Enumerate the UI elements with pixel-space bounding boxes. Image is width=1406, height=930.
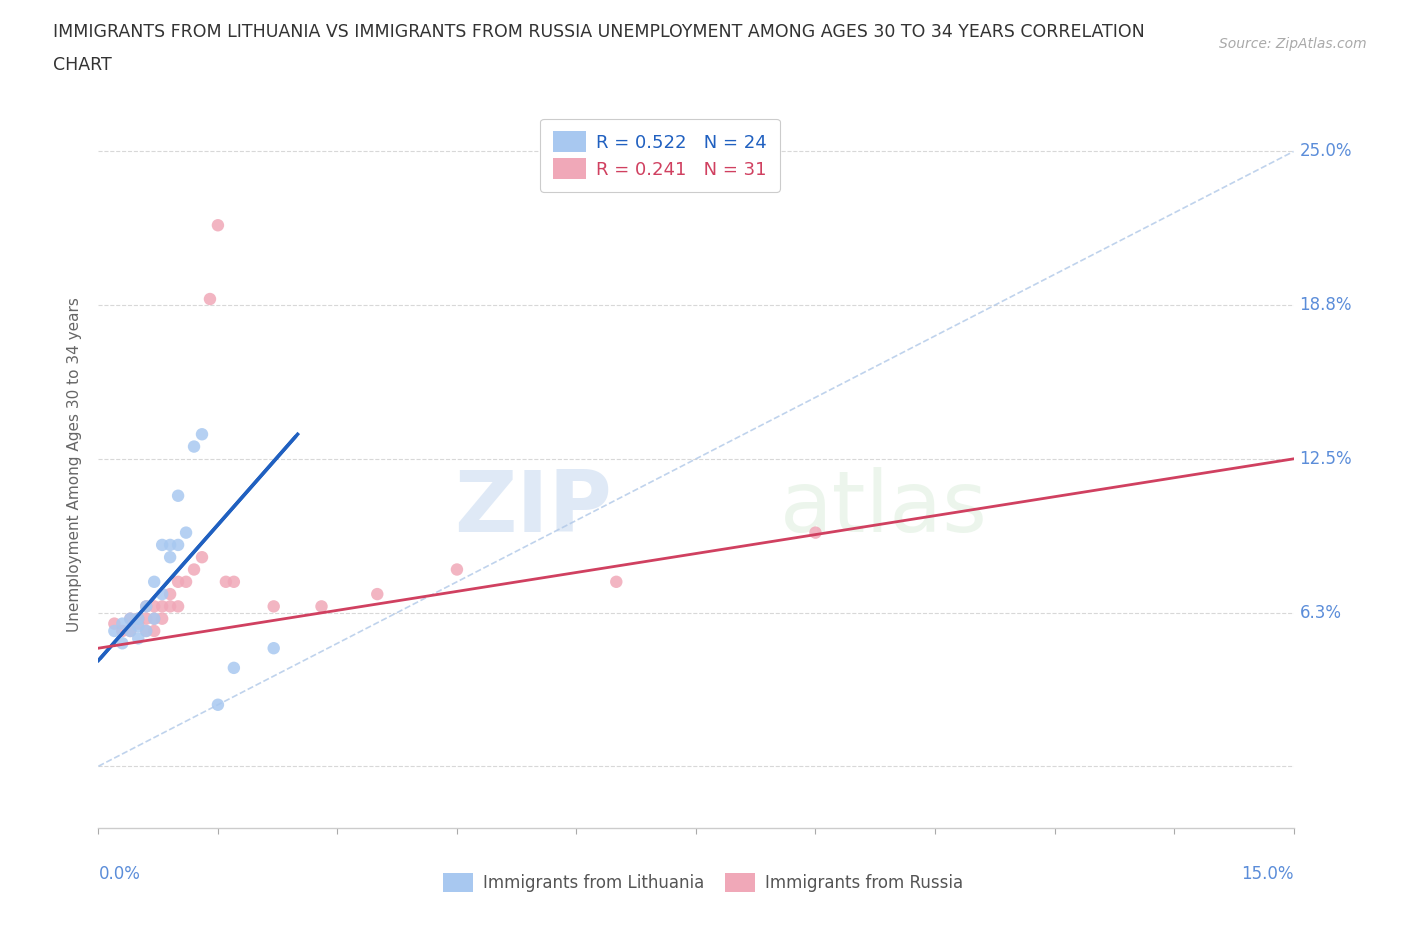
Point xyxy=(215,575,238,590)
Point xyxy=(111,636,134,651)
Text: 6.3%: 6.3% xyxy=(1299,604,1341,621)
Point xyxy=(103,623,125,638)
Point xyxy=(159,538,181,552)
Point xyxy=(127,611,149,626)
Text: 18.8%: 18.8% xyxy=(1299,296,1353,314)
Point xyxy=(103,617,125,631)
Point xyxy=(159,550,181,565)
Text: atlas: atlas xyxy=(779,467,987,550)
Point xyxy=(120,611,142,626)
Point xyxy=(174,575,197,590)
Point xyxy=(167,538,190,552)
Legend: R = 0.522   N = 24, R = 0.241   N = 31: R = 0.522 N = 24, R = 0.241 N = 31 xyxy=(540,119,780,192)
Point xyxy=(143,599,166,614)
Point xyxy=(111,623,134,638)
Point xyxy=(263,599,285,614)
Point xyxy=(167,488,190,503)
Point xyxy=(183,562,205,577)
Point xyxy=(605,575,627,590)
Point xyxy=(143,623,166,638)
Point xyxy=(446,562,468,577)
Point xyxy=(150,538,173,552)
Point xyxy=(135,623,157,638)
Point xyxy=(222,660,245,675)
Point xyxy=(120,623,142,638)
Point xyxy=(159,587,181,602)
Text: 25.0%: 25.0% xyxy=(1299,142,1353,161)
Point xyxy=(143,611,166,626)
Point xyxy=(222,575,245,590)
Text: ZIP: ZIP xyxy=(454,467,613,550)
Point xyxy=(150,587,173,602)
Point xyxy=(804,525,827,540)
Point xyxy=(207,218,229,232)
Point xyxy=(159,599,181,614)
Point xyxy=(167,575,190,590)
Text: 12.5%: 12.5% xyxy=(1299,450,1353,468)
Text: 0.0%: 0.0% xyxy=(98,865,141,883)
Point xyxy=(135,623,157,638)
Text: 15.0%: 15.0% xyxy=(1241,865,1294,883)
Text: CHART: CHART xyxy=(53,56,112,73)
Y-axis label: Unemployment Among Ages 30 to 34 years: Unemployment Among Ages 30 to 34 years xyxy=(67,298,83,632)
Point xyxy=(135,599,157,614)
Point xyxy=(111,617,134,631)
Point xyxy=(143,611,166,626)
Point xyxy=(120,611,142,626)
Point xyxy=(191,550,214,565)
Point xyxy=(120,623,142,638)
Point xyxy=(366,587,388,602)
Point xyxy=(207,698,229,712)
Point xyxy=(311,599,333,614)
Point xyxy=(135,599,157,614)
Point xyxy=(198,292,221,307)
Point xyxy=(150,599,173,614)
Legend: Immigrants from Lithuania, Immigrants from Russia: Immigrants from Lithuania, Immigrants fr… xyxy=(437,866,969,898)
Point xyxy=(127,618,149,633)
Point xyxy=(127,611,149,626)
Point xyxy=(150,611,173,626)
Text: IMMIGRANTS FROM LITHUANIA VS IMMIGRANTS FROM RUSSIA UNEMPLOYMENT AMONG AGES 30 T: IMMIGRANTS FROM LITHUANIA VS IMMIGRANTS … xyxy=(53,23,1144,41)
Point xyxy=(183,439,205,454)
Point xyxy=(127,631,149,645)
Point xyxy=(174,525,197,540)
Point xyxy=(127,617,149,631)
Point xyxy=(167,599,190,614)
Point xyxy=(263,641,285,656)
Point xyxy=(135,611,157,626)
Point xyxy=(143,575,166,590)
Text: Source: ZipAtlas.com: Source: ZipAtlas.com xyxy=(1219,37,1367,51)
Point xyxy=(191,427,214,442)
